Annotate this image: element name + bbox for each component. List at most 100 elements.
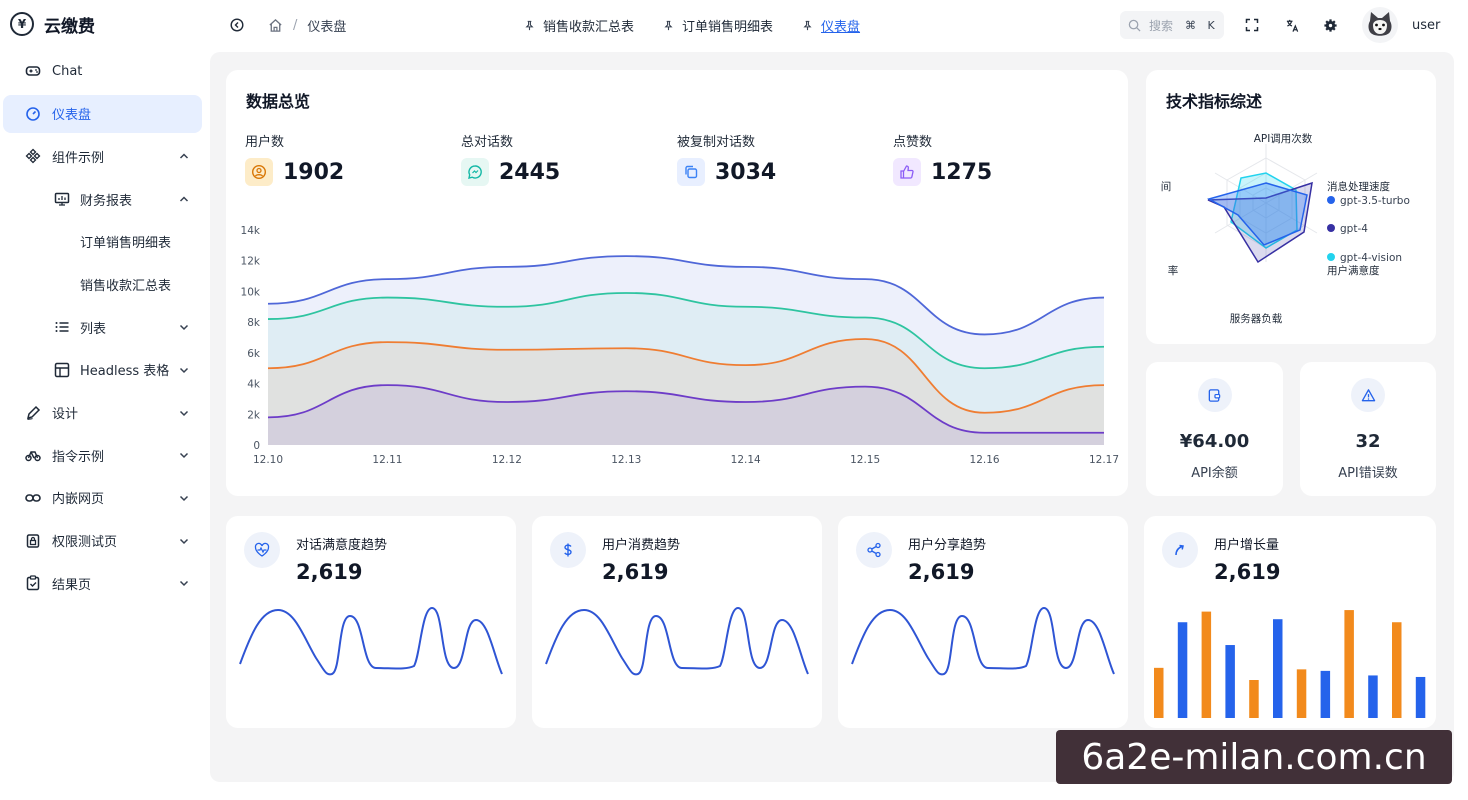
sidebar-item-label: 列表 — [80, 321, 107, 337]
avatar — [1362, 7, 1398, 43]
stat-users: 用户数 1902 — [245, 131, 425, 186]
y-tick-label: 6k — [247, 348, 261, 360]
y-tick-label: 14k — [241, 225, 261, 237]
radar-axis-api-calls: API调用次数 — [1254, 132, 1313, 145]
tab-order-sales-detail[interactable]: 订单销售明细表 — [663, 16, 773, 35]
trend-sparkline — [851, 606, 1115, 676]
api-balance-amount: ¥64.00 — [1179, 431, 1250, 452]
sidebar-item-label: 结果页 — [52, 577, 92, 593]
legend-gpt-4-vision[interactable]: gpt-4-vision — [1340, 252, 1402, 264]
sidebar-item-list[interactable]: 列表 — [3, 308, 202, 346]
sidebar-item-label: 组件示例 — [52, 150, 105, 166]
radar-axis-response-time-fragment: 间 — [1161, 180, 1172, 193]
share-icon — [856, 532, 892, 568]
pin-icon — [525, 20, 534, 31]
legend-gpt-4[interactable]: gpt-4 — [1340, 223, 1368, 235]
home-icon[interactable] — [268, 18, 283, 33]
growth-bar — [1392, 622, 1402, 718]
trend-title: 用户增长量 — [1214, 538, 1280, 553]
stat-conversations: 总对话数 2445 — [461, 131, 641, 186]
series-line — [267, 338, 1105, 414]
chevron-down-icon — [179, 325, 189, 331]
user-growth-card: 用户增长量 2,619 — [1144, 516, 1436, 728]
sidebar-item-components[interactable]: 组件示例 — [3, 137, 202, 175]
radar-chart: API调用次数 消息处理速度 用户满意度 服务器负载 间 率 gpt-3.5-t… — [1161, 132, 1410, 325]
circle-arrow-left-icon — [230, 18, 244, 32]
growth-bar — [1154, 667, 1164, 718]
api-balance-card: ¥64.00 API余额 — [1146, 362, 1283, 496]
app-logo[interactable]: ¥ 云缴费 — [10, 10, 95, 38]
tab-sales-collection-summary[interactable]: 销售收款汇总表 — [524, 16, 634, 35]
sidebar-item-chat[interactable]: Chat — [3, 52, 202, 90]
sidebar-item-result-page[interactable]: 结果页 — [3, 564, 202, 602]
tab-label: 销售收款汇总表 — [543, 20, 635, 35]
collapse-sidebar-button[interactable] — [223, 11, 251, 39]
settings-button[interactable] — [1316, 11, 1344, 39]
sidebar-item-headless-table[interactable]: Headless 表格 — [3, 351, 202, 389]
area-fill — [268, 385, 1104, 445]
clipboard-icon — [25, 575, 41, 591]
user-name: user — [1412, 17, 1441, 33]
trend-title: 对话满意度趋势 — [296, 538, 388, 553]
radar-series-gpt-4-vision — [1230, 172, 1298, 249]
stat-value: 2445 — [499, 159, 561, 185]
sidebar-item-dashboard[interactable]: 仪表盘 — [3, 94, 202, 133]
trend-value: 2,619 — [908, 560, 975, 584]
tab-label: 仪表盘 — [821, 20, 861, 35]
radar-axis-message-speed: 消息处理速度 — [1327, 180, 1390, 193]
sidebar-item-order-sales-detail[interactable]: 订单销售明细表 — [3, 223, 202, 261]
radar-series-gpt-3.5-turbo — [1207, 182, 1308, 246]
lock-icon — [25, 533, 41, 549]
fullscreen-button[interactable] — [1238, 11, 1266, 39]
sidebar-item-finance-reports[interactable]: 财务报表 — [3, 180, 202, 218]
user-menu[interactable]: user — [1362, 6, 1440, 44]
x-tick-label: 12.13 — [611, 454, 641, 466]
user-circle-icon — [245, 158, 273, 186]
sidebar-item-label: Headless 表格 — [80, 364, 170, 380]
breadcrumb-current[interactable]: 仪表盘 — [307, 20, 347, 35]
chevron-down-icon — [179, 453, 189, 459]
radar-series-gpt-4 — [1207, 181, 1313, 264]
area-fill — [268, 292, 1104, 445]
thumbs-up-icon — [893, 158, 921, 186]
stat-copied-conversations: 被复制对话数 3034 — [677, 131, 857, 186]
radar-card: 技术指标综述 API调用次数 消息处理速度 用户满意度 服务器负载 间 率 gp… — [1146, 70, 1436, 344]
search-shortcut: ⌘ K — [1185, 18, 1219, 32]
components-icon — [25, 148, 41, 164]
stat-likes: 点赞数 1275 — [893, 131, 1073, 186]
api-errors-count: 32 — [1355, 431, 1381, 452]
trend-value: 2,619 — [602, 560, 669, 584]
tab-label: 订单销售明细表 — [682, 20, 774, 35]
x-tick-label: 12.12 — [492, 454, 522, 466]
chevron-up-icon — [179, 153, 189, 159]
search-placeholder: 搜索 — [1149, 18, 1174, 33]
message-circle-icon — [461, 158, 489, 186]
gauge-icon — [25, 106, 41, 122]
growth-bar — [1344, 610, 1354, 718]
sidebar-item-permission-test[interactable]: 权限测试页 — [3, 522, 202, 560]
gear-icon — [1323, 18, 1337, 32]
stat-label: 点赞数 — [893, 135, 933, 150]
table-icon — [54, 362, 70, 378]
sidebar-item-directives[interactable]: 指令示例 — [3, 436, 202, 474]
growth-bar — [1415, 676, 1426, 718]
y-tick-label: 2k — [247, 409, 261, 421]
growth-bar — [1177, 622, 1188, 718]
growth-arrow-icon — [1162, 532, 1198, 568]
legend-gpt-3.5-turbo[interactable]: gpt-3.5-turbo — [1340, 195, 1410, 207]
sidebar-item-sales-collection-summary[interactable]: 销售收款汇总表 — [3, 265, 202, 303]
y-tick-label: 8k — [247, 317, 261, 329]
sidebar-item-label: 设计 — [52, 407, 79, 422]
sidebar-item-design[interactable]: 设计 — [3, 394, 202, 432]
tab-dashboard[interactable]: 仪表盘 — [802, 16, 860, 35]
user-growth-bar-chart — [1154, 610, 1426, 718]
trend-title: 用户分享趋势 — [908, 538, 987, 553]
chevron-down-icon — [179, 367, 189, 373]
search-input[interactable]: 搜索 ⌘ K — [1120, 11, 1224, 39]
wallet-icon — [1197, 378, 1232, 412]
sidebar-item-embedded-page[interactable]: 内嵌网页 — [3, 479, 202, 517]
growth-bar — [1296, 669, 1307, 718]
search-icon — [1128, 19, 1141, 32]
language-button[interactable] — [1278, 11, 1306, 39]
sidebar-item-label: 财务报表 — [80, 193, 133, 209]
